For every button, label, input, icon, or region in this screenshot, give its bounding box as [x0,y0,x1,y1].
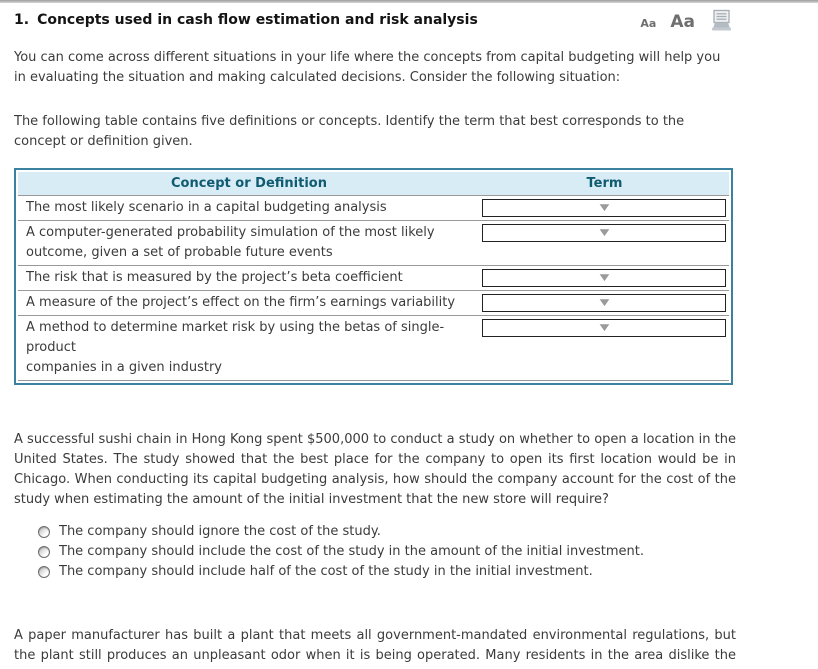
term-cell: ▼ [480,221,729,244]
table-row: A computer-generated probability simulat… [18,221,729,266]
table-row: The most likely scenario in a capital bu… [18,196,729,221]
font-size-decrease-button[interactable]: Aa [640,17,657,30]
study-question-text: A successful sushi chain in Hong Kong sp… [14,432,736,507]
chevron-down-icon: ▼ [599,202,609,213]
page-title: 1. Concepts used in cash flow estimation … [14,9,478,28]
table-instructions: The following table contains five defini… [14,114,685,149]
print-button[interactable] [709,9,734,32]
definition-cell: A computer-generated probability simulat… [26,225,435,260]
question-header: 1. Concepts used in cash flow estimation … [14,9,736,32]
term-dropdown-4[interactable]: ▼ [482,294,726,312]
term-cell: ▼ [480,196,729,219]
radio-option-label[interactable]: The company should include half of the c… [59,564,593,579]
radio-option-label[interactable]: The company should ignore the cost of th… [59,524,381,539]
question-panel: 1. Concepts used in cash flow estimation … [14,9,736,669]
radio-button-icon[interactable] [38,526,50,538]
table-row: The risk that is measured by the project… [18,266,729,291]
term-dropdown-3[interactable]: ▼ [482,269,726,287]
top-divider [0,0,818,3]
table-header-row: Concept or Definition Term [18,172,729,196]
term-dropdown-2[interactable]: ▼ [482,224,726,242]
radio-button-icon[interactable] [38,546,50,558]
printer-icon [712,9,731,31]
term-cell: ▼ [480,266,729,289]
header-toolbar: Aa Aa [640,9,736,32]
chevron-down-icon: ▼ [599,297,609,308]
radio-option-group: The company should ignore the cost of th… [38,522,736,582]
question-title: Concepts used in cash flow estimation an… [37,12,478,28]
term-dropdown-5[interactable]: ▼ [482,319,726,337]
externality-text-before: A paper manufacturer has built a plant t… [14,628,736,663]
chevron-down-icon: ▼ [599,272,609,283]
definition-cell: A measure of the project’s effect on the… [26,295,456,310]
term-cell: ▼ [480,316,729,339]
font-size-increase-button[interactable]: Aa [670,12,695,32]
term-cell: ▼ [480,291,729,314]
table-row: A measure of the project’s effect on the… [18,291,729,316]
definition-cell: A method to determine market risk by usi… [26,320,445,375]
intro-paragraph: You can come across different situations… [14,50,721,85]
radio-button-icon[interactable] [38,566,50,578]
question-number: 1. [14,12,30,28]
radio-option-3[interactable]: The company should include half of the c… [38,562,736,582]
radio-option-1[interactable]: The company should ignore the cost of th… [38,522,736,542]
radio-option-label[interactable]: The company should include the cost of t… [59,544,644,559]
definition-cell: The most likely scenario in a capital bu… [26,200,387,215]
term-dropdown-1[interactable]: ▼ [482,199,726,217]
chevron-down-icon: ▼ [599,227,609,238]
column-header-term: Term [586,176,623,191]
externality-question-text: A paper manufacturer has built a plant t… [14,626,736,669]
chevron-down-icon: ▼ [599,322,609,333]
definitions-table: Concept or Definition Term The most like… [14,168,733,385]
column-header-concept: Concept or Definition [171,176,327,191]
radio-option-2[interactable]: The company should include the cost of t… [38,542,736,562]
table-row: A method to determine market risk by usi… [18,316,729,381]
definition-cell: The risk that is measured by the project… [26,270,403,285]
